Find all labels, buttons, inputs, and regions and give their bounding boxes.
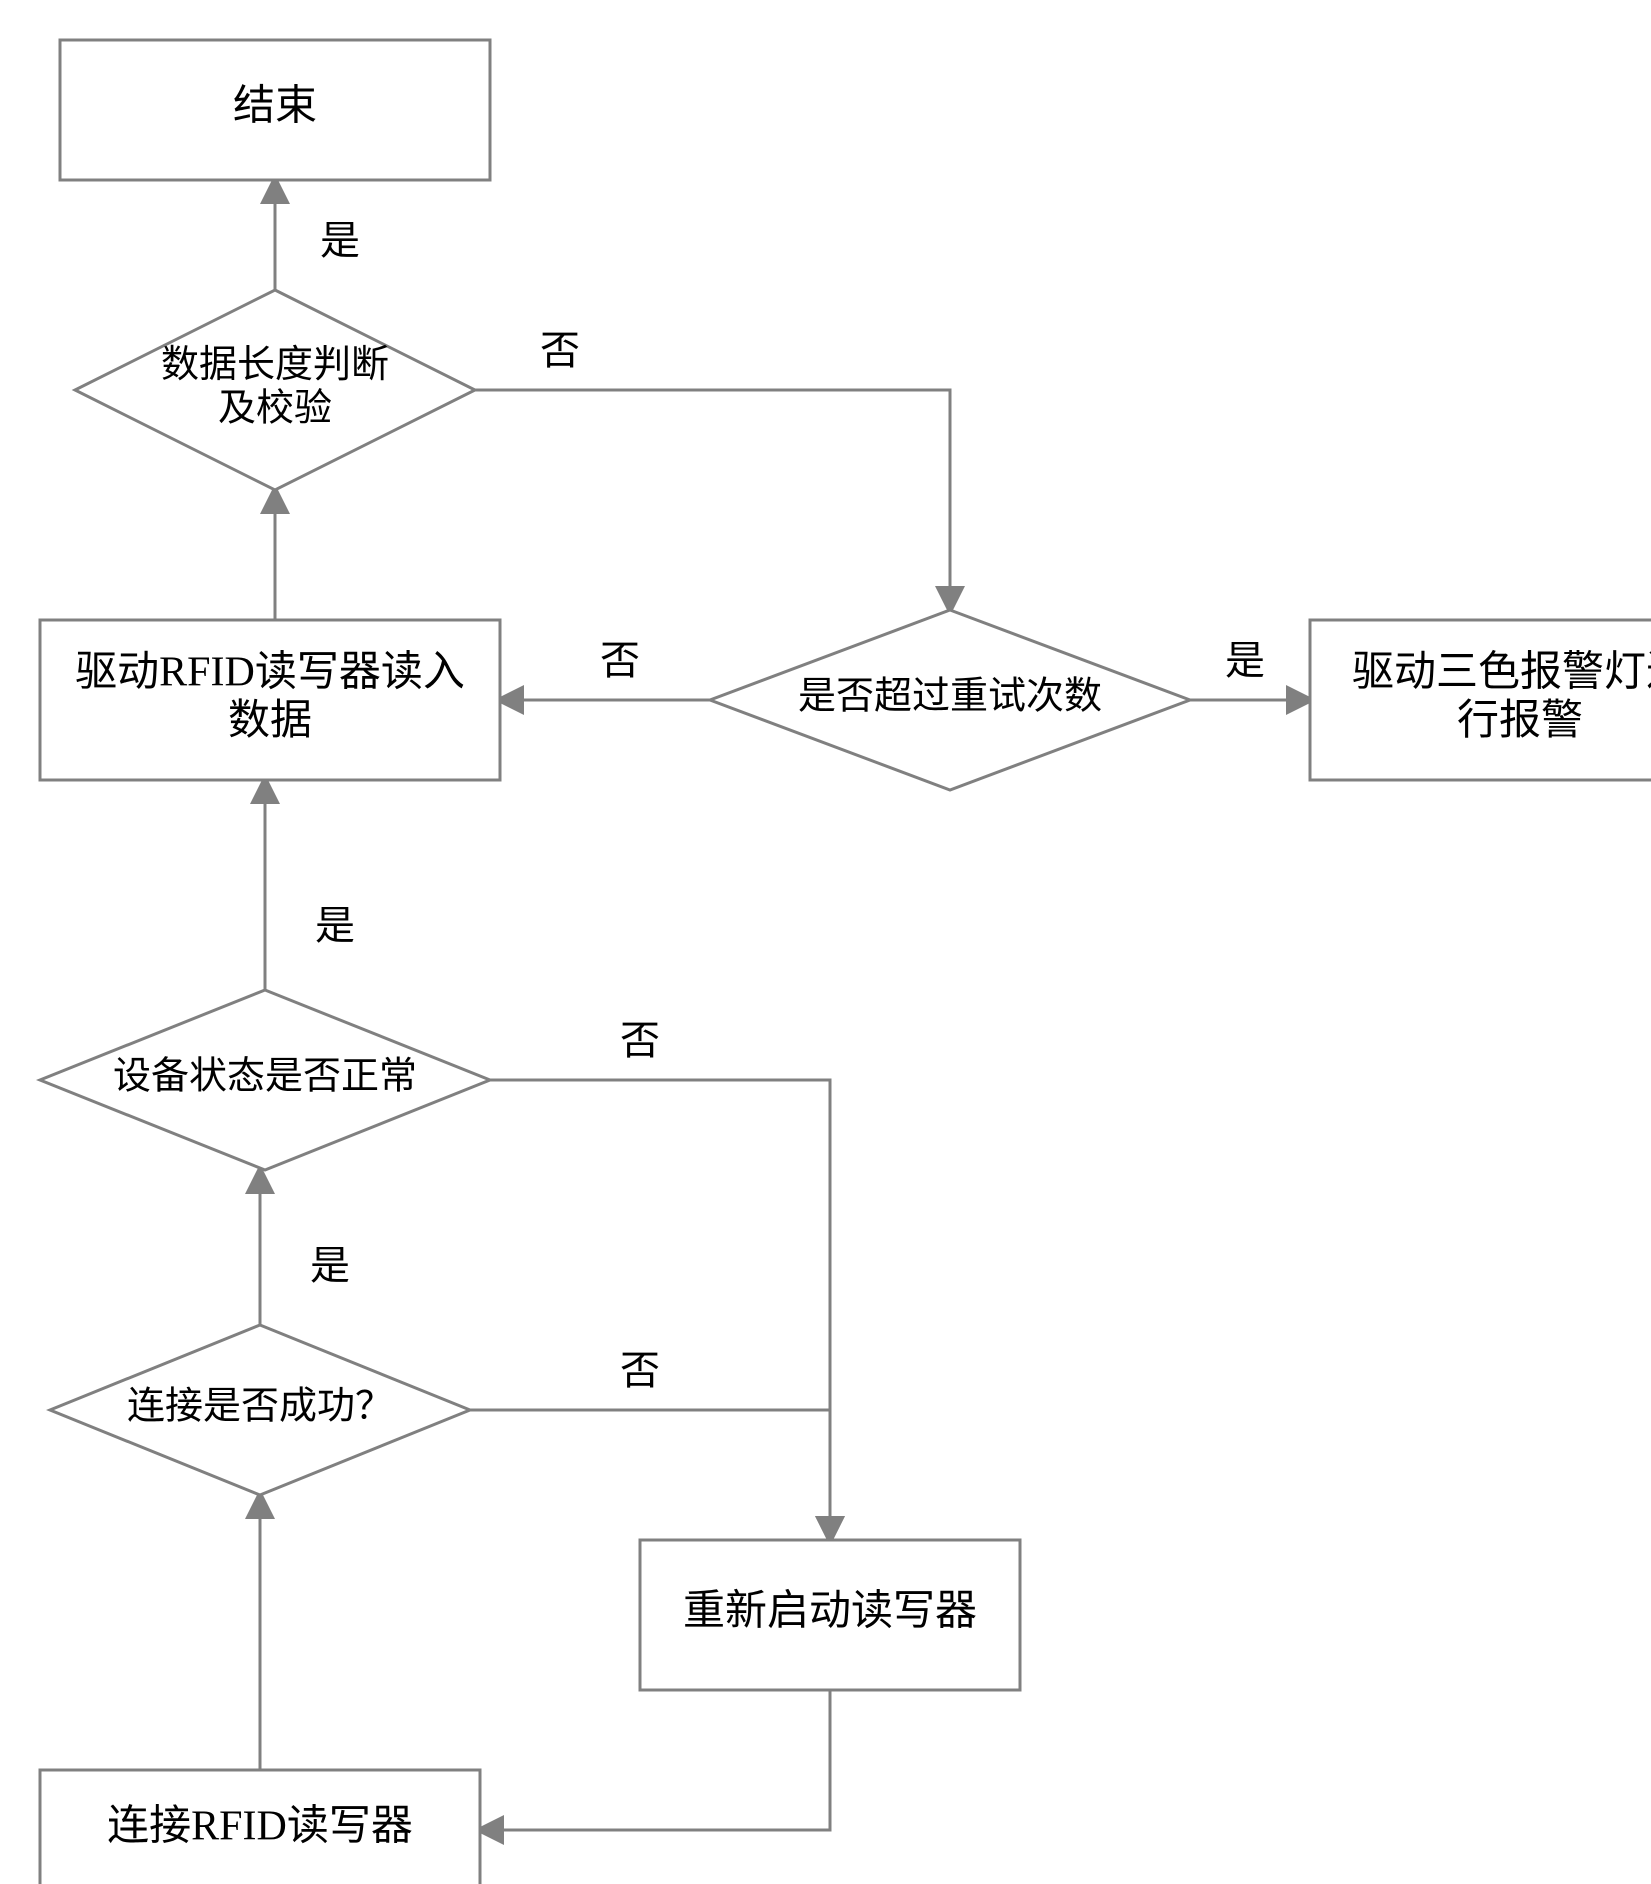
node-label: 驱动三色报警灯进	[1352, 649, 1651, 695]
edge-label: 否	[540, 328, 580, 373]
node-label: 结束	[233, 84, 317, 130]
node-label: 驱动RFID读写器读入	[75, 649, 465, 695]
node-connect: 连接RFID读写器	[40, 1770, 480, 1884]
edge-label: 否	[620, 1018, 660, 1063]
node-label: 行报警	[1457, 698, 1583, 744]
nodes-layer: 结束数据长度判断及校验驱动RFID读写器读入数据 是否超过重试次数 驱动三色报警灯进…	[40, 40, 1651, 1884]
node-label: 是否超过重试次数	[798, 676, 1102, 718]
node-connok: 连接是否成功？	[50, 1325, 470, 1495]
node-label: 重新启动读写器	[683, 1589, 977, 1635]
edge-label: 是	[1225, 638, 1265, 683]
node-retry: 是否超过重试次数	[710, 610, 1190, 790]
node-label: 及校验	[218, 388, 332, 430]
node-devstatus: 设备状态是否正常	[40, 990, 490, 1170]
node-validate: 数据长度判断及校验	[75, 290, 475, 490]
node-restart: 重新启动读写器	[640, 1540, 1020, 1690]
node-end: 结束	[60, 40, 490, 180]
node-label: 设备状态是否正常	[113, 1056, 417, 1098]
node-label: 数据	[228, 698, 312, 744]
edge-label: 是	[315, 903, 355, 948]
flowchart-canvas: 结束数据长度判断及校验驱动RFID读写器读入数据 是否超过重试次数 驱动三色报警灯进…	[0, 0, 1651, 1884]
node-label: 连接是否成功？	[127, 1386, 393, 1428]
edge-devstatus-restart	[490, 1080, 830, 1540]
edge-restart-connect	[480, 1690, 830, 1830]
edge-label: 是	[320, 218, 360, 263]
edge-label: 否	[620, 1348, 660, 1393]
node-alarm: 驱动三色报警灯进行报警	[1310, 620, 1651, 780]
edge-validate-retry	[475, 390, 950, 610]
node-label: 数据长度判断	[161, 344, 389, 386]
edge-label: 是	[310, 1243, 350, 1288]
edge-label: 否	[600, 638, 640, 683]
node-read: 驱动RFID读写器读入数据	[40, 620, 500, 780]
node-label: 连接RFID读写器	[107, 1804, 413, 1850]
edge-connok-restart	[470, 1410, 830, 1540]
